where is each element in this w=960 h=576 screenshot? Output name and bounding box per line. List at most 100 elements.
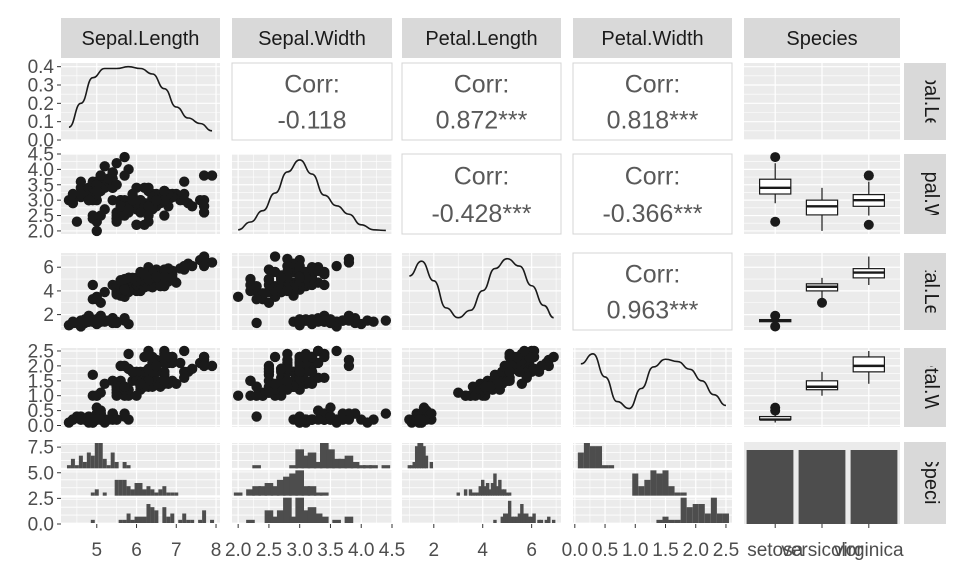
histogram-bar xyxy=(252,486,261,496)
histogram-bar xyxy=(264,510,274,523)
histogram-subpanel xyxy=(402,443,561,469)
boxplot-box xyxy=(852,356,886,373)
scatter-point xyxy=(175,357,186,369)
histogram-bar xyxy=(94,489,99,496)
scatter-point xyxy=(263,297,275,308)
histogram-bar xyxy=(644,479,651,496)
histogram-bar xyxy=(166,516,171,523)
histogram-bar xyxy=(544,519,549,523)
scatter-point xyxy=(119,170,130,181)
x-axis: 5 6 7 8 xyxy=(91,524,221,561)
scatter-point xyxy=(343,360,355,372)
x-tick-label: virginica xyxy=(834,540,904,561)
histogram-bar xyxy=(589,446,596,469)
corr-label: Corr: xyxy=(625,260,681,288)
strip-background xyxy=(573,18,732,58)
scatter-point xyxy=(368,414,379,425)
scatter-point xyxy=(87,210,99,221)
panel-r0-c3: Corr: 0.818*** xyxy=(572,62,733,141)
y-tick-label: 2.0 xyxy=(28,221,54,242)
x-tick-label: 5 xyxy=(91,540,102,561)
panel-r0-c1: Corr: -0.118 xyxy=(231,62,393,141)
histogram-bar xyxy=(505,513,509,523)
x-tick-label: setosa xyxy=(747,540,803,561)
scatter-point xyxy=(83,194,95,206)
histogram-bar xyxy=(102,458,107,469)
histogram-bar xyxy=(90,492,95,496)
scatter-point xyxy=(312,316,324,327)
histogram-bar xyxy=(66,465,71,469)
species-count-bar xyxy=(798,450,846,524)
row-strip-label: Sepal.Width xyxy=(920,147,942,255)
scatter-point xyxy=(418,402,430,413)
scatter-point xyxy=(135,207,146,218)
histogram-bar xyxy=(680,492,687,496)
scatter-point xyxy=(198,194,210,206)
scatter-point xyxy=(511,351,523,363)
histogram-bar xyxy=(722,513,729,523)
histogram-bar xyxy=(485,483,490,496)
histogram-bar xyxy=(424,455,429,469)
histogram-bar xyxy=(577,452,584,469)
histogram-bar xyxy=(522,513,527,523)
corr-value: 0.872*** xyxy=(436,106,528,134)
scatter-point xyxy=(179,176,190,187)
histogram-bar xyxy=(320,443,329,469)
scatter-point xyxy=(143,210,154,221)
scatter-point xyxy=(123,348,134,360)
boxplot-outlier xyxy=(770,152,781,163)
species-boxplot xyxy=(852,256,886,285)
histogram-bar xyxy=(495,486,500,496)
scatter-point xyxy=(131,219,142,230)
histogram-bar xyxy=(246,489,255,496)
scatter-point xyxy=(119,411,130,422)
scatter-point xyxy=(139,269,150,280)
scatter-point xyxy=(67,414,79,425)
scatter-point xyxy=(331,260,342,272)
scatter-point xyxy=(263,273,275,285)
histogram-bar xyxy=(510,516,514,523)
corr-value: 0.818*** xyxy=(607,106,699,134)
histogram-bar xyxy=(252,465,261,469)
y-tick-label: 2.5 xyxy=(28,489,54,510)
scatter-point xyxy=(75,414,87,425)
y-tick-label: 2.5 xyxy=(28,341,54,362)
histogram-bar xyxy=(463,489,468,496)
scatter-point xyxy=(206,257,218,268)
histogram-bar xyxy=(525,513,529,523)
histogram-bar xyxy=(122,462,127,469)
strip-background xyxy=(904,63,946,140)
histogram-bar xyxy=(233,492,243,496)
y-tick-label: 7.5 xyxy=(28,438,54,459)
histogram-bar xyxy=(344,455,354,469)
x-tick-label: 2.5 xyxy=(713,540,739,561)
histogram-bar xyxy=(142,489,147,496)
scatter-point xyxy=(179,194,190,206)
x-tick-label: 3.5 xyxy=(317,540,343,561)
panel-r3-c1 xyxy=(232,345,393,428)
histogram-bar xyxy=(134,483,139,496)
scatter-point xyxy=(91,316,102,327)
scatter-point xyxy=(325,314,336,325)
scatter-point xyxy=(543,360,554,372)
histogram-bar xyxy=(126,486,131,496)
histogram-bar xyxy=(344,516,354,523)
histogram-bar xyxy=(503,489,507,496)
scatter-point xyxy=(198,351,210,363)
y-tick-label: 6 xyxy=(43,258,54,279)
scatter-point xyxy=(95,170,106,181)
boxplot-outlier xyxy=(770,321,781,332)
scatter-point xyxy=(206,170,218,181)
scatter-point xyxy=(143,375,154,386)
scatter-point xyxy=(269,251,281,262)
scatter-point xyxy=(263,363,275,375)
y-axis: 2 46 xyxy=(43,258,61,326)
scatter-point xyxy=(67,317,79,329)
histogram-bar xyxy=(656,519,663,523)
row-strip: Species xyxy=(904,442,946,524)
y-tick-label: 0.1 xyxy=(28,112,54,133)
scatter-point xyxy=(95,210,106,221)
scatter-point xyxy=(139,182,150,194)
histogram-bar xyxy=(478,486,482,496)
x-tick-label: 2 xyxy=(429,540,440,561)
